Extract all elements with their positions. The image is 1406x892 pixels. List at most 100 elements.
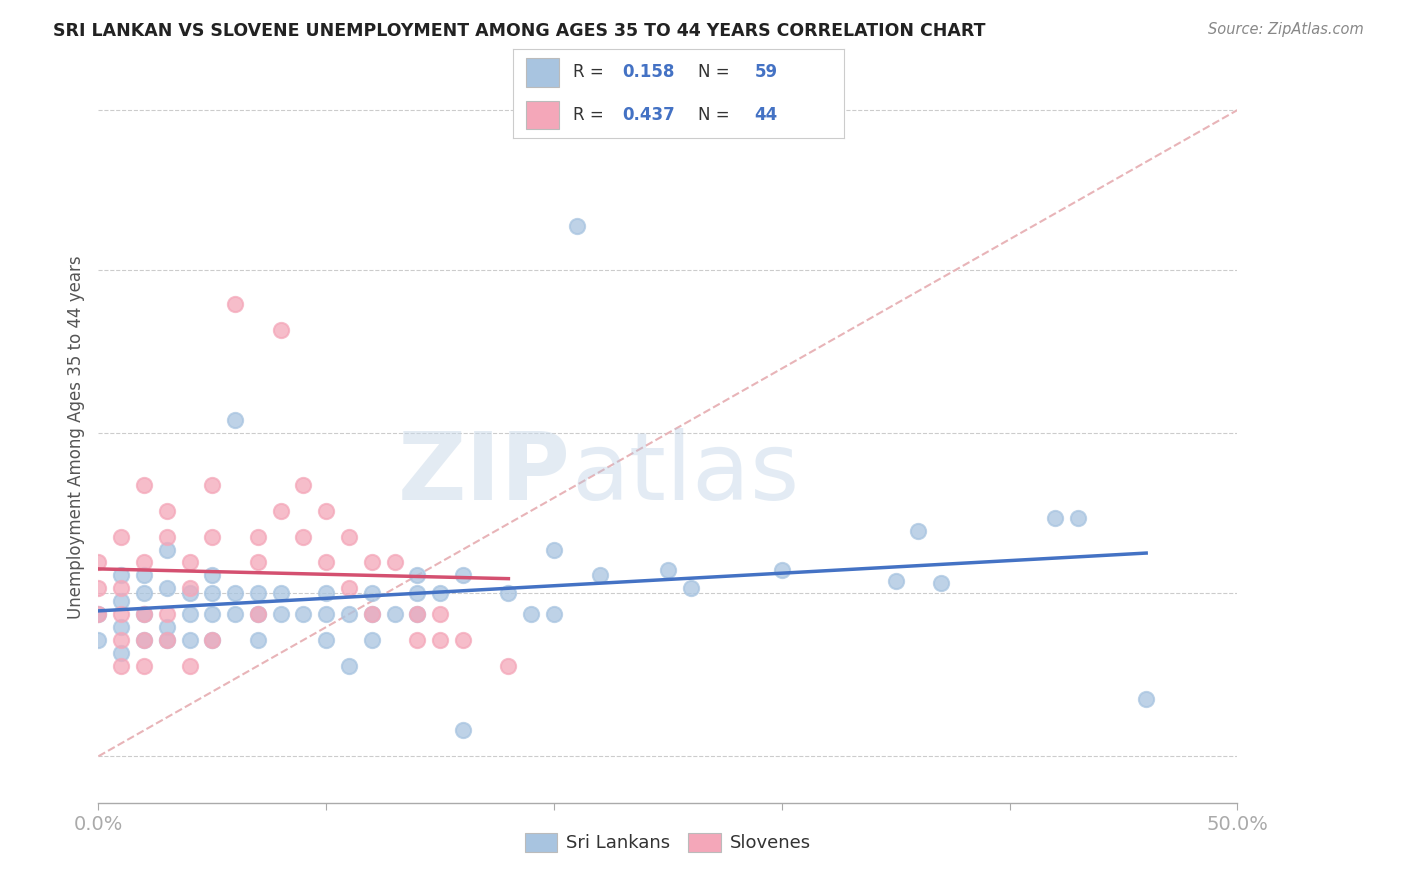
Point: [451, 568, 474, 582]
Point: [429, 607, 451, 621]
Point: [543, 607, 565, 621]
Point: [132, 658, 155, 673]
Point: [156, 632, 179, 647]
Point: [201, 607, 224, 621]
Point: [110, 568, 132, 582]
Point: [179, 658, 201, 673]
Point: [360, 607, 382, 621]
Point: [270, 607, 292, 621]
Point: [360, 556, 382, 570]
Point: [201, 568, 224, 582]
Point: [929, 576, 952, 591]
Point: [498, 586, 520, 600]
Point: [224, 297, 246, 311]
Text: N =: N =: [699, 63, 735, 81]
Point: [132, 568, 155, 582]
Point: [1043, 511, 1066, 525]
Point: [337, 530, 360, 544]
Point: [110, 632, 132, 647]
Point: [87, 607, 110, 621]
Text: N =: N =: [699, 106, 735, 124]
Point: [384, 556, 406, 570]
Point: [156, 582, 179, 596]
Point: [156, 607, 179, 621]
Point: [1067, 511, 1090, 525]
Point: [87, 632, 110, 647]
Point: [224, 586, 246, 600]
Legend: Sri Lankans, Slovenes: Sri Lankans, Slovenes: [517, 826, 818, 860]
Point: [156, 530, 179, 544]
Point: [429, 586, 451, 600]
Point: [907, 524, 929, 539]
Point: [156, 504, 179, 518]
Point: [132, 632, 155, 647]
Point: [110, 594, 132, 608]
Point: [292, 607, 315, 621]
Point: [406, 586, 429, 600]
Point: [315, 556, 337, 570]
Point: [110, 607, 132, 621]
Point: [110, 530, 132, 544]
Point: [270, 586, 292, 600]
Point: [543, 542, 565, 557]
Point: [315, 607, 337, 621]
Text: 0.158: 0.158: [623, 63, 675, 81]
Point: [201, 632, 224, 647]
Point: [770, 563, 793, 577]
Point: [292, 478, 315, 492]
Text: 44: 44: [755, 106, 778, 124]
Point: [201, 478, 224, 492]
Point: [384, 607, 406, 621]
Text: 59: 59: [755, 63, 778, 81]
Point: [224, 607, 246, 621]
Point: [451, 723, 474, 738]
Point: [87, 582, 110, 596]
Point: [201, 530, 224, 544]
Point: [132, 478, 155, 492]
Point: [406, 607, 429, 621]
Point: [360, 632, 382, 647]
Point: [156, 542, 179, 557]
Text: 0.437: 0.437: [623, 106, 675, 124]
Text: R =: R =: [572, 106, 609, 124]
Point: [429, 632, 451, 647]
Point: [406, 632, 429, 647]
FancyBboxPatch shape: [526, 101, 560, 129]
Point: [246, 530, 269, 544]
Point: [132, 586, 155, 600]
Point: [224, 413, 246, 427]
Point: [315, 632, 337, 647]
Point: [246, 556, 269, 570]
Point: [315, 586, 337, 600]
Point: [406, 607, 429, 621]
FancyBboxPatch shape: [526, 58, 560, 87]
Text: ZIP: ZIP: [398, 427, 571, 520]
Point: [110, 620, 132, 634]
Point: [292, 530, 315, 544]
Point: [270, 323, 292, 337]
Point: [657, 563, 679, 577]
Text: SRI LANKAN VS SLOVENE UNEMPLOYMENT AMONG AGES 35 TO 44 YEARS CORRELATION CHART: SRI LANKAN VS SLOVENE UNEMPLOYMENT AMONG…: [53, 22, 986, 40]
Point: [179, 607, 201, 621]
Point: [679, 582, 702, 596]
Point: [156, 620, 179, 634]
Point: [520, 607, 543, 621]
Y-axis label: Unemployment Among Ages 35 to 44 years: Unemployment Among Ages 35 to 44 years: [66, 255, 84, 619]
Point: [246, 607, 269, 621]
Point: [315, 504, 337, 518]
Point: [87, 607, 110, 621]
Point: [201, 632, 224, 647]
Point: [110, 658, 132, 673]
Point: [132, 632, 155, 647]
Point: [360, 607, 382, 621]
Point: [1135, 692, 1157, 706]
Point: [156, 632, 179, 647]
Point: [246, 586, 269, 600]
Point: [246, 632, 269, 647]
Point: [179, 586, 201, 600]
Point: [179, 556, 201, 570]
Point: [110, 582, 132, 596]
Text: Source: ZipAtlas.com: Source: ZipAtlas.com: [1208, 22, 1364, 37]
Point: [132, 607, 155, 621]
Point: [201, 586, 224, 600]
